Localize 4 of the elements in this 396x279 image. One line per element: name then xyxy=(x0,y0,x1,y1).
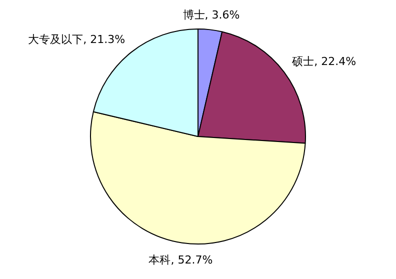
slice-label: 硕士, 22.4% xyxy=(291,55,356,68)
slice-label: 大专及以下, 21.3% xyxy=(28,33,126,46)
slice-label: 博士, 3.6% xyxy=(182,8,240,22)
slice-label: 本科, 52.7% xyxy=(148,254,213,267)
